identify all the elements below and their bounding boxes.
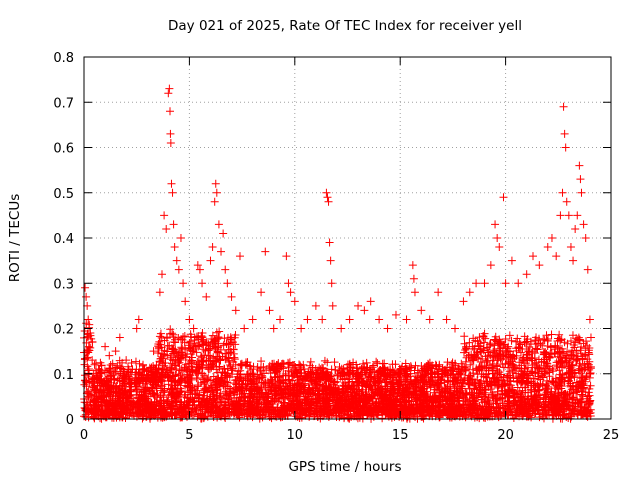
noise-point — [306, 357, 315, 366]
noise-point — [161, 359, 170, 368]
noise-point — [200, 386, 209, 395]
noise-point — [507, 336, 516, 345]
noise-point — [444, 376, 453, 385]
noise-point — [362, 358, 371, 367]
noise-point — [156, 329, 165, 338]
noise-point — [242, 370, 251, 379]
noise-point — [475, 333, 484, 342]
noise-point — [460, 332, 469, 341]
noise-point — [523, 363, 532, 372]
grid-lines — [84, 57, 611, 419]
noise-point — [461, 344, 470, 353]
noise-point — [580, 365, 589, 374]
noise-point — [380, 359, 389, 368]
chart-title: Day 021 of 2025, Rate Of TEC Index for r… — [168, 18, 522, 34]
noise-point — [127, 386, 136, 395]
noise-point — [190, 384, 199, 393]
noise-point — [585, 344, 594, 353]
noise-point — [299, 381, 308, 390]
noise-point — [174, 369, 183, 378]
noise-point — [586, 381, 595, 390]
noise-point — [330, 358, 339, 367]
noise-point — [372, 357, 381, 366]
noise-point — [220, 334, 229, 343]
noise-point — [505, 331, 514, 340]
noise-point — [547, 330, 556, 339]
noise-point — [127, 358, 136, 367]
data-points — [80, 84, 595, 423]
noise-point — [135, 359, 144, 368]
noise-point — [473, 370, 482, 379]
noise-point — [131, 357, 140, 366]
noise-point — [199, 357, 208, 366]
noise-point — [544, 380, 553, 389]
